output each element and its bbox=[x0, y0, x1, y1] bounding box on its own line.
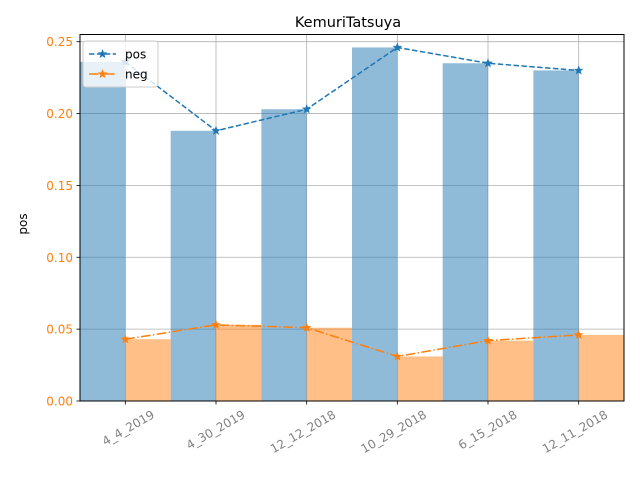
marker-neg-5 bbox=[573, 329, 584, 339]
bar-neg-4 bbox=[488, 340, 534, 401]
marker-neg-0 bbox=[120, 334, 131, 344]
marker-pos-1 bbox=[211, 125, 221, 135]
bar-neg-1 bbox=[216, 324, 262, 401]
bar-pos-4 bbox=[442, 63, 488, 402]
marker-neg-3 bbox=[392, 351, 403, 361]
bar-pos-0 bbox=[80, 61, 126, 402]
y-axis-ticks: 0.00 0.05 0.10 0.15 0.20 0.25 bbox=[46, 35, 80, 409]
chart-title: KemuriTatsuya bbox=[295, 15, 401, 31]
y-tick-label-1: 0.05 bbox=[46, 323, 73, 337]
y-tick-label-3: 0.15 bbox=[46, 179, 73, 193]
y-tick-label-2: 0.10 bbox=[46, 251, 73, 265]
marker-neg-4 bbox=[483, 335, 493, 345]
series-line-pos bbox=[124, 46, 579, 132]
legend-label-neg: neg bbox=[125, 68, 148, 82]
plot-frame bbox=[79, 34, 625, 402]
legend-label-pos: pos bbox=[125, 48, 146, 62]
bar-neg-2 bbox=[306, 327, 352, 401]
marker-pos-3 bbox=[392, 42, 403, 52]
y-axis-label: pos bbox=[16, 213, 30, 234]
legend-marker-neg bbox=[97, 68, 108, 79]
marker-pos-5 bbox=[573, 65, 584, 75]
bar-pos-2 bbox=[261, 109, 307, 402]
bar-pos-1 bbox=[170, 130, 216, 401]
y-tick-label-5: 0.25 bbox=[46, 35, 73, 49]
marker-neg-1 bbox=[211, 319, 221, 329]
bar-pos-3 bbox=[352, 47, 398, 401]
y-tick-label-4: 0.20 bbox=[46, 107, 73, 121]
bar-pos-5 bbox=[533, 70, 579, 402]
marker-pos-2 bbox=[301, 104, 312, 114]
bar-neg-0 bbox=[125, 339, 171, 401]
legend: pos neg bbox=[82, 40, 159, 88]
legend-marker-pos bbox=[97, 48, 108, 59]
marker-pos-4 bbox=[483, 58, 493, 68]
y-tick-label-0: 0.00 bbox=[46, 395, 73, 409]
bar-neg-3 bbox=[397, 356, 443, 401]
bar-neg-5 bbox=[578, 334, 624, 401]
series-line-neg bbox=[125, 324, 579, 358]
marker-neg-2 bbox=[301, 322, 312, 332]
